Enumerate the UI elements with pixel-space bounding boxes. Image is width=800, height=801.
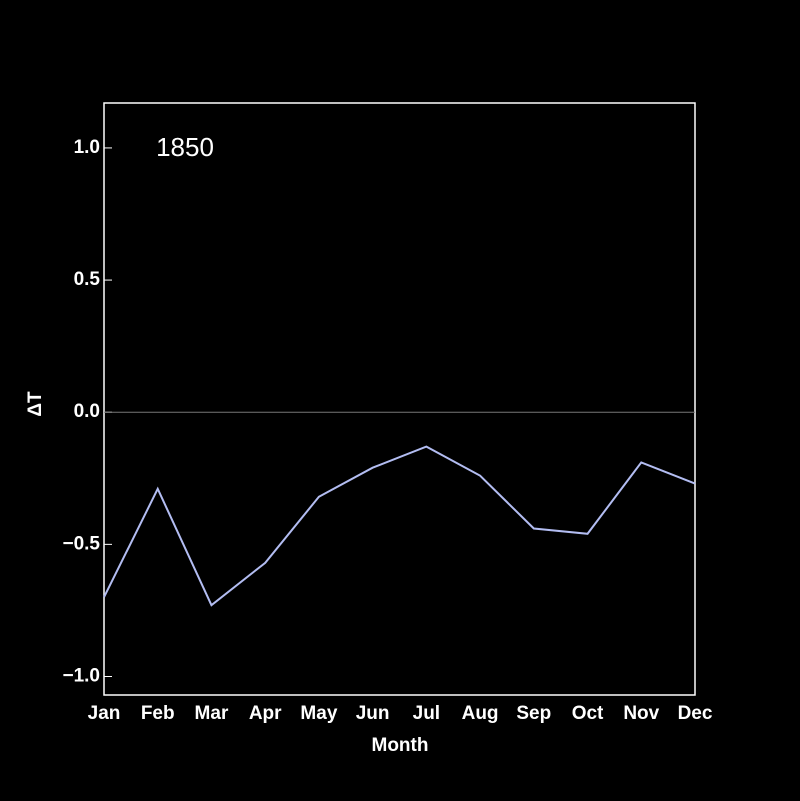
y-axis-label: ΔT <box>25 391 46 417</box>
y-tick-label: −0.5 <box>62 533 100 554</box>
x-tick-label: Nov <box>623 703 659 724</box>
x-tick-label: Mar <box>195 703 229 724</box>
annotation: 1850 <box>156 132 214 162</box>
plot-frame <box>103 102 696 696</box>
x-tick-label: Feb <box>141 703 175 724</box>
y-tick-label: 0.5 <box>74 269 101 290</box>
x-tick-label: May <box>300 703 337 724</box>
x-tick-label: Apr <box>249 703 282 724</box>
x-tick-label: Sep <box>516 703 551 724</box>
y-tick-label: −1.0 <box>62 666 100 687</box>
x-tick-label: Jan <box>88 703 121 724</box>
y-tick-label: 0.0 <box>74 401 100 422</box>
data-line <box>103 445 696 607</box>
x-tick-label: Dec <box>678 703 713 724</box>
x-tick-label: Jun <box>356 703 390 724</box>
y-tick-label: 1.0 <box>74 137 100 158</box>
x-axis-label: Month <box>372 735 429 756</box>
x-tick-label: Aug <box>462 703 499 724</box>
x-tick-label: Oct <box>572 703 604 724</box>
x-tick-label: Jul <box>413 703 440 724</box>
